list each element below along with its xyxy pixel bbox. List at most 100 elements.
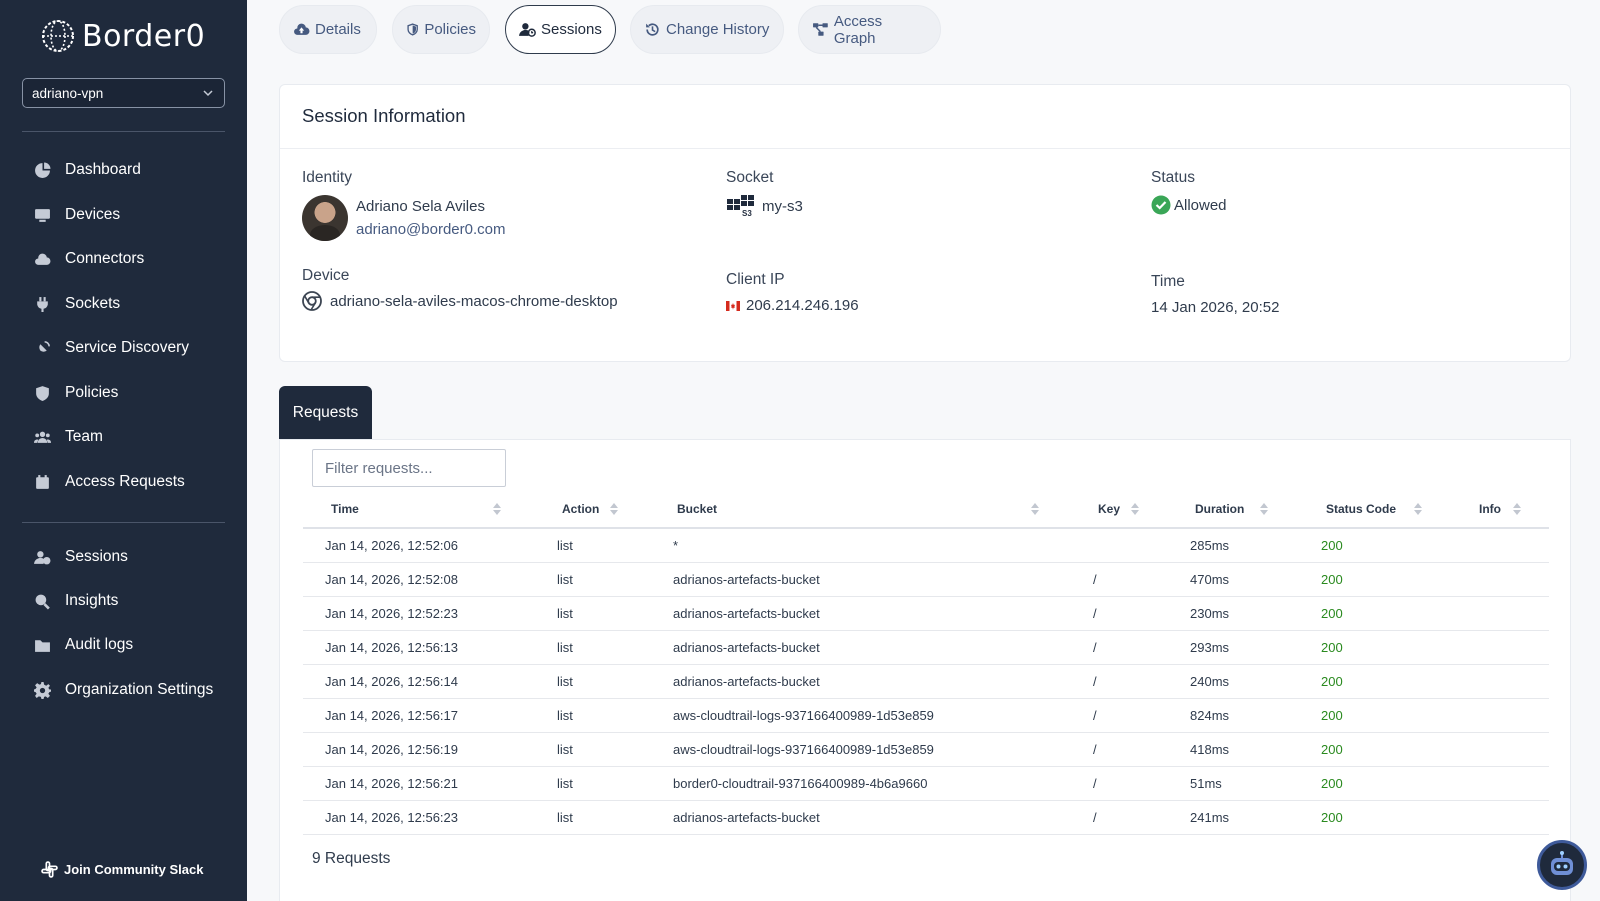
session-information-title: Session Information (302, 105, 466, 126)
robot-icon (1551, 851, 1573, 875)
chat-assistant-button[interactable] (1537, 840, 1587, 890)
cell-duration: 241ms (1190, 810, 1230, 825)
tab-details[interactable]: Details (279, 5, 377, 54)
cell-bucket: * (673, 538, 679, 553)
column-label: Status Code (1326, 502, 1397, 516)
cell-status-code: 200 (1321, 742, 1343, 757)
cell-bucket: adrianos-artefacts-bucket (673, 606, 820, 621)
border0-logo[interactable]: Border0 (40, 18, 205, 54)
filter-requests-input[interactable] (312, 449, 506, 487)
cell-action: list (557, 572, 573, 587)
requests-count: 9 Requests (312, 850, 391, 867)
cell-time: Jan 14, 2026, 12:56:23 (325, 810, 459, 825)
tab-requests[interactable]: Requests (279, 386, 372, 439)
time-text: 14 Jan 2026, 20:52 (1151, 299, 1280, 316)
column-header-action[interactable]: Action (562, 495, 618, 523)
cell-bucket: aws-cloudtrail-logs-937166400989-1d53e85… (673, 708, 934, 723)
magnify-icon (33, 592, 51, 610)
cell-action: list (557, 810, 573, 825)
tab-label: Policies (424, 21, 476, 38)
column-header-info[interactable]: Info (1479, 495, 1521, 523)
sort-icon (1131, 503, 1139, 515)
sidebar-item-label: Connectors (65, 250, 145, 267)
column-header-key[interactable]: Key (1098, 495, 1139, 523)
sidebar-item-organization-settings[interactable]: Organization Settings (33, 677, 213, 703)
tab-label: Access Graph (833, 12, 883, 47)
socket-name: my-s3 (762, 197, 803, 215)
tab-policies[interactable]: Policies (392, 5, 490, 54)
sidebar-item-service-discovery[interactable]: Service Discovery (33, 335, 189, 361)
cell-key: / (1093, 674, 1097, 689)
sidebar-item-sessions[interactable]: Sessions (33, 544, 128, 570)
calendar-icon (33, 473, 51, 491)
table-row[interactable]: Jan 14, 2026, 12:52:23 list adrianos-art… (303, 597, 1549, 631)
cell-key: / (1093, 742, 1097, 757)
cell-status-code: 200 (1321, 776, 1343, 791)
cell-action: list (557, 640, 573, 655)
table-row[interactable]: Jan 14, 2026, 12:56:23 list adrianos-art… (303, 801, 1549, 835)
column-header-status-code[interactable]: Status Code (1326, 495, 1422, 523)
column-header-bucket[interactable]: Bucket (677, 495, 1039, 523)
tab-label: Sessions (541, 21, 602, 38)
sidebar-item-label: Audit logs (65, 636, 134, 653)
satellite-icon (33, 339, 51, 357)
client-ip-value: 206.214.246.196 (726, 297, 859, 314)
sidebar-item-dashboard[interactable]: Dashboard (33, 157, 141, 183)
cell-bucket: adrianos-artefacts-bucket (673, 674, 820, 689)
sidebar-item-insights[interactable]: Insights (33, 588, 118, 614)
join-community-slack-label: Join Community Slack (64, 862, 204, 877)
table-row[interactable]: Jan 14, 2026, 12:56:19 list aws-cloudtra… (303, 733, 1549, 767)
cell-status-code: 200 (1321, 640, 1343, 655)
org-selector-value: adriano-vpn (32, 85, 104, 101)
tab-label: Change History (666, 21, 770, 38)
sidebar-item-team[interactable]: Team (33, 424, 103, 450)
column-label: Info (1479, 502, 1501, 516)
join-community-slack-link[interactable]: Join Community Slack (41, 861, 203, 878)
cell-bucket: adrianos-artefacts-bucket (673, 572, 820, 587)
cell-action: list (557, 742, 573, 757)
identity-email[interactable]: adriano@border0.com (356, 221, 506, 238)
tab-sessions[interactable]: Sessions (505, 5, 616, 54)
cell-bucket: aws-cloudtrail-logs-937166400989-1d53e85… (673, 742, 934, 757)
table-row[interactable]: Jan 14, 2026, 12:56:21 list border0-clou… (303, 767, 1549, 801)
sidebar-divider (22, 131, 225, 132)
user-clock-icon (33, 548, 51, 566)
sidebar-item-access-requests[interactable]: Access Requests (33, 469, 185, 495)
tab-change-history[interactable]: Change History (630, 5, 784, 54)
sidebar-item-label: Service Discovery (65, 339, 190, 356)
org-selector[interactable]: adriano-vpn (22, 78, 225, 108)
column-header-duration[interactable]: Duration (1195, 495, 1268, 523)
cell-time: Jan 14, 2026, 12:52:23 (325, 606, 459, 621)
sidebar-item-connectors[interactable]: Connectors (33, 246, 144, 272)
column-header-time[interactable]: Time (331, 495, 501, 523)
cell-time: Jan 14, 2026, 12:56:13 (325, 640, 459, 655)
tab-label: Details (315, 21, 361, 38)
cell-time: Jan 14, 2026, 12:52:08 (325, 572, 459, 587)
client-ip-label: Client IP (726, 271, 785, 288)
table-row[interactable]: Jan 14, 2026, 12:52:06 list * 285ms 200 (303, 529, 1549, 563)
sidebar-item-policies[interactable]: Policies (33, 380, 118, 406)
cell-duration: 824ms (1190, 708, 1230, 723)
cell-duration: 470ms (1190, 572, 1230, 587)
sidebar-item-devices[interactable]: Devices (33, 202, 120, 228)
tab-access-graph[interactable]: Access Graph (798, 5, 941, 54)
cell-key: / (1093, 640, 1097, 655)
sidebar-item-audit-logs[interactable]: Audit logs (33, 632, 133, 658)
pie-chart-icon (33, 161, 51, 179)
table-row[interactable]: Jan 14, 2026, 12:56:13 list adrianos-art… (303, 631, 1549, 665)
column-label: Key (1098, 502, 1121, 516)
sidebar-item-sockets[interactable]: Sockets (33, 291, 120, 317)
identity-label: Identity (302, 169, 352, 186)
cell-key: / (1093, 572, 1097, 587)
cell-time: Jan 14, 2026, 12:56:17 (325, 708, 459, 723)
device-label: Device (302, 267, 350, 284)
socket-value[interactable]: S3 my-s3 (726, 195, 803, 218)
sidebar-item-label: Policies (65, 384, 119, 401)
history-icon (646, 23, 659, 36)
device-name: adriano-sela-aviles-macos-chrome-desktop (330, 292, 618, 310)
table-row[interactable]: Jan 14, 2026, 12:56:17 list aws-cloudtra… (303, 699, 1549, 733)
folder-icon (33, 636, 51, 654)
table-row[interactable]: Jan 14, 2026, 12:52:08 list adrianos-art… (303, 563, 1549, 597)
cell-bucket: adrianos-artefacts-bucket (673, 810, 820, 825)
table-row[interactable]: Jan 14, 2026, 12:56:14 list adrianos-art… (303, 665, 1549, 699)
